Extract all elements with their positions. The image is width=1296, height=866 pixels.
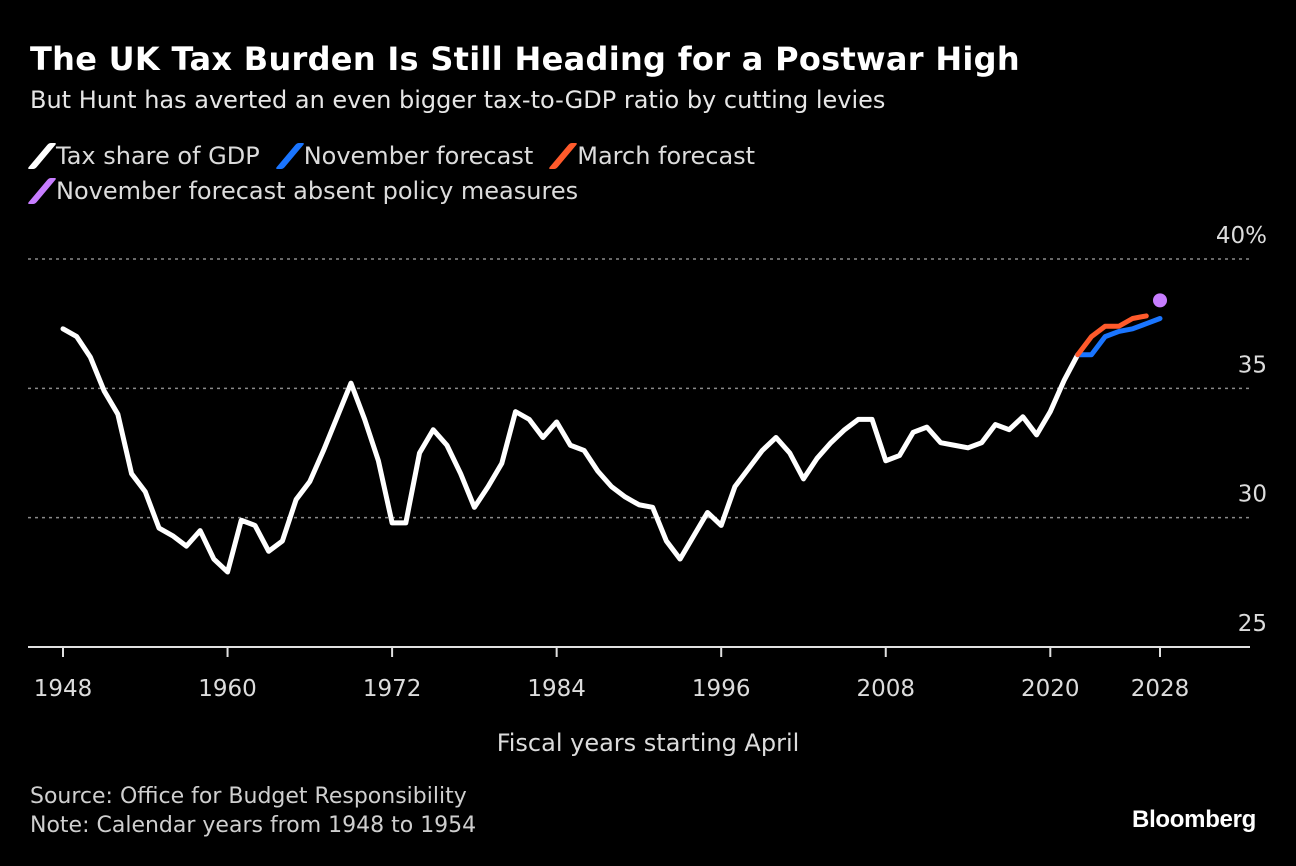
y-tick-label: 30: [1238, 482, 1267, 508]
footnote: Note: Calendar years from 1948 to 1954: [30, 813, 477, 838]
legend-item-absent-policy: November forecast absent policy measures: [27, 177, 579, 205]
legend-label: November forecast absent policy measures: [56, 177, 579, 205]
legend-row-1: Tax share of GDP November forecast March…: [27, 142, 756, 170]
series-line-march-forecast: [1075, 313, 1149, 358]
chart-subtitle: But Hunt has averted an even bigger tax-…: [30, 86, 886, 114]
legend-label: March forecast: [577, 142, 756, 170]
y-tick-label: 25: [1238, 611, 1267, 637]
x-tick-label: 1996: [692, 676, 751, 702]
x-tick-label: 1960: [198, 676, 257, 702]
series-line-tax-share-of-gdp: [60, 326, 1081, 575]
bloomberg-logo: Bloomberg: [1132, 806, 1256, 833]
series-line-november-forecast: [1075, 315, 1163, 358]
x-tick-label: 2020: [1021, 676, 1080, 702]
x-tick-label: 1972: [363, 676, 422, 702]
legend-row-2: November forecast absent policy measures: [27, 177, 579, 205]
y-tick-label: 40%: [1216, 223, 1267, 249]
legend-item-november: November forecast: [274, 142, 534, 170]
legend-item-march: March forecast: [548, 142, 756, 170]
source-note: Source: Office for Budget Responsibility: [30, 784, 467, 809]
legend-label: November forecast: [303, 142, 534, 170]
x-tick-label: 2028: [1131, 676, 1190, 702]
chart-title: The UK Tax Burden Is Still Heading for a…: [30, 40, 1020, 78]
x-tick-label: 2008: [856, 676, 915, 702]
x-tick-label: 1984: [527, 676, 586, 702]
legend-label: Tax share of GDP: [56, 142, 260, 170]
y-tick-label: 35: [1238, 352, 1267, 378]
x-axis-label: Fiscal years starting April: [497, 729, 800, 757]
x-tick-label: 1948: [34, 676, 93, 702]
legend-item-tax-share: Tax share of GDP: [27, 142, 260, 170]
data-point-absent-policy: [1153, 293, 1167, 308]
